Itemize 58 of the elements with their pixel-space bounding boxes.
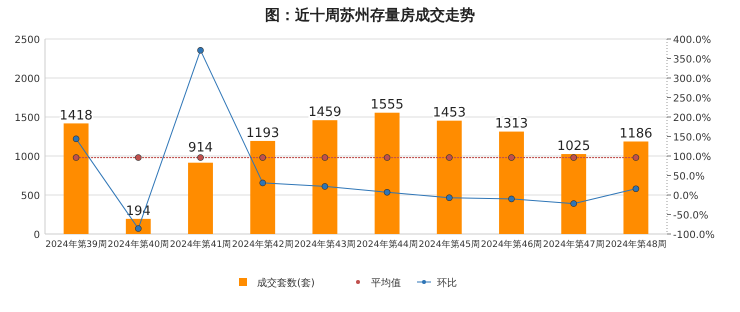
y2-tick-label: 300.0% [673, 74, 712, 85]
data-label: 1418 [60, 108, 93, 124]
point [72, 136, 80, 142]
x-tick-label: 2024年第45周 [418, 239, 480, 250]
y2-tick-label: 200.0% [673, 113, 712, 124]
bar [312, 120, 338, 234]
y-tick-label: 2500 [14, 35, 40, 46]
point [259, 180, 266, 186]
y2-tick-label: -100.0% [673, 230, 715, 241]
y2-tick-label: 150.0% [673, 132, 712, 144]
point [197, 47, 204, 54]
legend-label: 环比 [437, 277, 457, 289]
x-tick-label: 2024年第40周 [108, 239, 169, 250]
y2-tick-label: 400.0% [673, 35, 712, 46]
data-label: 1459 [308, 105, 342, 120]
y-tick-label: 500 [20, 191, 40, 202]
bar [188, 162, 213, 234]
y-tick-label: 0 [34, 230, 40, 241]
bar [623, 141, 648, 234]
legend-label: 平均值 [371, 277, 401, 289]
legend-label: 成交套数(套) [257, 277, 315, 289]
x-tick-label: 2024年第44周 [356, 239, 418, 250]
data-label: 1186 [619, 126, 652, 142]
y-tick-label: 2000 [14, 74, 40, 85]
point [508, 196, 515, 202]
x-tick-label: 2024年第41周 [170, 239, 232, 250]
data-label: 1313 [494, 116, 528, 132]
data-label: 1555 [370, 98, 404, 113]
y2-tick-label: 50.0% [673, 172, 705, 182]
chart-title: 图：近十周苏州存量房成交走势 [265, 6, 475, 24]
x-tick-label: 2024年第48周 [605, 239, 667, 250]
y2-tick-label: 250.0% [673, 94, 712, 104]
point [446, 194, 453, 202]
point [322, 183, 328, 190]
data-label: 1025 [557, 139, 590, 154]
x-tick-label: 2024年第47周 [543, 239, 604, 250]
bar [64, 123, 89, 234]
y2-tick-label: -50.0% [673, 210, 708, 222]
bar [561, 154, 586, 234]
data-label: 914 [188, 140, 213, 156]
y2-tick-label: 350.0% [673, 54, 712, 66]
point [570, 200, 577, 207]
x-tick-label: 2024年第46周 [480, 239, 542, 250]
x-tick-label: 2024年第39周 [45, 239, 107, 250]
bar [250, 140, 276, 234]
x-tick-label: 2024年第42周 [232, 239, 294, 250]
y2-tick-label: 100.0% [673, 152, 712, 163]
y-tick-label: 1500 [14, 113, 40, 124]
bar [499, 132, 524, 234]
x-tick-label: 2024年第43周 [294, 239, 356, 250]
data-label: 1193 [246, 126, 280, 141]
point [632, 185, 640, 192]
y-tick-label: 1000 [14, 152, 40, 163]
bar [374, 112, 400, 234]
data-label: 1453 [432, 106, 466, 121]
point [384, 188, 390, 196]
y2-tick-label: 0.0% [673, 191, 698, 202]
bar [436, 120, 462, 234]
